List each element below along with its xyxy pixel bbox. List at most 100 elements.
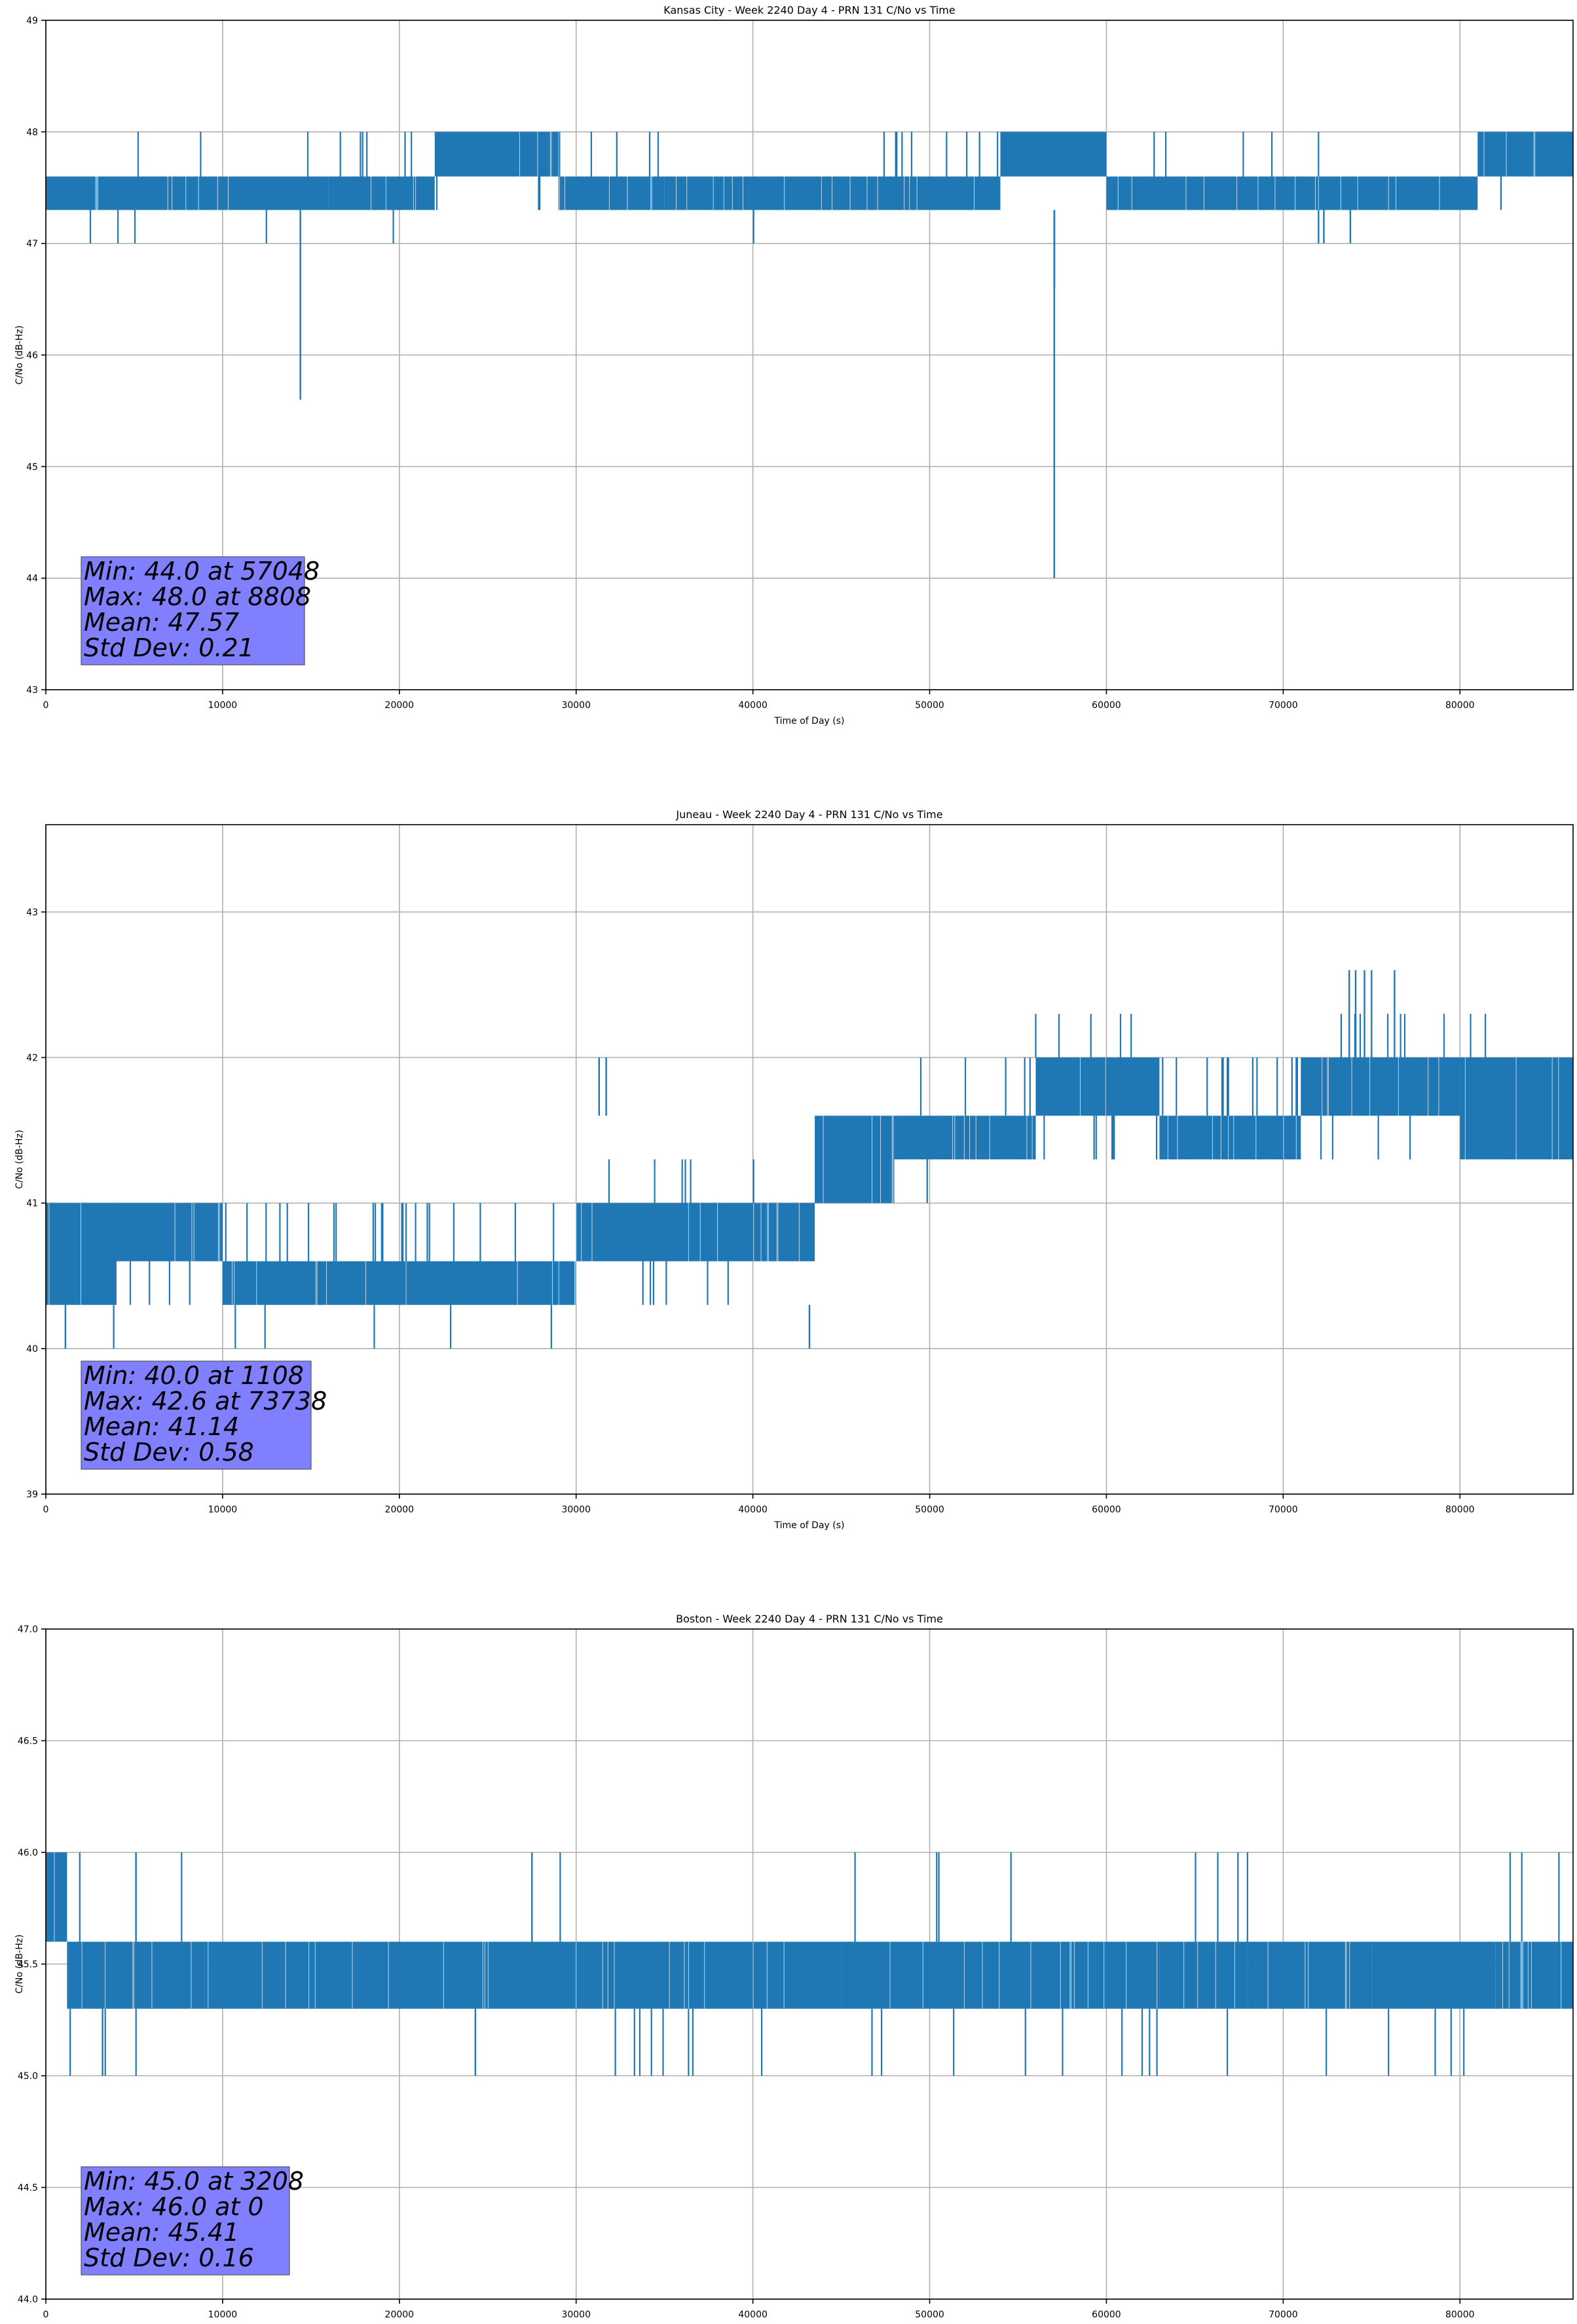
series-band <box>841 1941 1018 2009</box>
series-band <box>1495 1941 1573 2009</box>
x-tick-label: 0 <box>43 1505 49 1515</box>
series-band <box>664 176 877 210</box>
y-tick-label: 41 <box>26 1199 38 1209</box>
x-tick-label: 30000 <box>561 700 591 711</box>
x-tick-label: 0 <box>43 2310 49 2320</box>
series-band <box>46 176 329 210</box>
stats-box-background <box>81 2166 290 2276</box>
x-tick-label: 10000 <box>208 2310 238 2320</box>
x-tick-label: 70000 <box>1269 2310 1298 2320</box>
stats-std-dev: Std Dev: 0.16 <box>84 2243 254 2272</box>
series-band <box>1159 1941 1248 2009</box>
x-tick-label: 80000 <box>1445 2310 1475 2320</box>
y-tick-label: 45.5 <box>18 1960 38 1970</box>
x-tick-label: 20000 <box>385 1505 415 1515</box>
series-band <box>815 1115 895 1203</box>
series-band <box>1371 1941 1496 2009</box>
series-band <box>204 1941 576 2009</box>
x-tick-label: 70000 <box>1269 700 1298 711</box>
series-band <box>434 132 559 177</box>
stats-std-dev: Std Dev: 0.58 <box>84 1438 254 1467</box>
series-band <box>1460 1057 1573 1159</box>
y-tick-label: 44.0 <box>18 2295 38 2305</box>
x-tick-label: 50000 <box>915 1505 944 1515</box>
series-band <box>1106 176 1478 210</box>
stats-mean: Mean: 45.41 <box>84 2218 239 2247</box>
x-tick-label: 0 <box>43 700 49 711</box>
series-band <box>1035 1057 1160 1116</box>
y-tick-label: 49 <box>26 16 38 26</box>
x-tick-label: 80000 <box>1445 1505 1475 1515</box>
chart-2: 0 10000 20000 30000 40000 50000 60000 70000 8000… <box>14 808 1574 1531</box>
series-band <box>876 176 1001 210</box>
chart-1: 0 10000 20000 30000 40000 50000 60000 70000 8000… <box>14 4 1574 726</box>
y-tick-label: 45 <box>26 462 38 472</box>
chart-3: 0 10000 20000 30000 40000 50000 60000 70000 8000… <box>14 1613 1574 2320</box>
x-tick-label: 20000 <box>385 700 415 711</box>
x-tick-label: 60000 <box>1092 700 1121 711</box>
chart-title: Juneau - Week 2240 Day 4 - PRN 131 C/No … <box>675 808 942 821</box>
series-band <box>1159 1115 1301 1159</box>
series-band <box>1018 1941 1160 2009</box>
stats-max: Max: 48.0 at 8808 <box>84 582 311 611</box>
y-tick-label: 40 <box>26 1344 38 1355</box>
y-tick-label: 39 <box>26 1490 38 1500</box>
y-tick-label: 43 <box>26 907 38 918</box>
y-axis-label: C/No (dB-Hz) <box>14 1130 25 1189</box>
y-tick-label: 47 <box>26 239 38 250</box>
series-band <box>1301 1057 1460 1116</box>
stats-mean: Mean: 41.14 <box>84 1412 239 1441</box>
series-band <box>46 1852 67 1942</box>
series-band <box>558 176 665 210</box>
series-band <box>328 176 435 210</box>
x-tick-label: 70000 <box>1269 1505 1298 1515</box>
x-tick-label: 50000 <box>915 2310 944 2320</box>
stats-max: Max: 42.6 at 73738 <box>84 1387 327 1415</box>
y-tick-label: 46.0 <box>18 1848 38 1858</box>
x-tick-label: 60000 <box>1092 1505 1121 1515</box>
x-tick-label: 60000 <box>1092 2310 1121 2320</box>
series-band <box>717 1203 815 1262</box>
y-tick-label: 44 <box>26 574 38 584</box>
stats-std-dev: Std Dev: 0.21 <box>84 633 254 662</box>
stats-box-background <box>81 1360 312 1470</box>
stats-mean: Mean: 47.57 <box>84 608 239 637</box>
x-tick-label: 40000 <box>738 2310 768 2320</box>
x-tick-label: 10000 <box>208 1505 238 1515</box>
series-noise <box>89 132 1502 244</box>
y-axis-label: C/No (dB-Hz) <box>14 326 25 384</box>
series-band <box>1000 132 1107 177</box>
series-band <box>576 1941 842 2009</box>
stats-min: Min: 45.0 at 3208 <box>84 2167 304 2196</box>
series-noise <box>69 1852 1560 2076</box>
series-band <box>1477 132 1573 177</box>
chart-title: Kansas City - Week 2240 Day 4 - PRN 131 … <box>663 4 955 16</box>
x-tick-label: 10000 <box>208 700 238 711</box>
series-band <box>894 1115 1036 1159</box>
data-series <box>46 1852 1573 2076</box>
y-axis-label: C/No (dB-Hz) <box>14 1934 25 1993</box>
series-band <box>67 1941 205 2009</box>
y-tick-label: 44.5 <box>18 2183 38 2194</box>
x-axis-label: Time of Day (s) <box>774 716 845 726</box>
x-tick-label: 20000 <box>385 2310 415 2320</box>
x-axis-label: Time of Day (s) <box>774 1520 845 1531</box>
y-tick-label: 48 <box>26 127 38 138</box>
x-tick-label: 40000 <box>738 700 768 711</box>
y-tick-label: 46 <box>26 350 38 361</box>
chart-title: Boston - Week 2240 Day 4 - PRN 131 C/No … <box>676 1613 943 1625</box>
data-series <box>46 132 1573 578</box>
stats-max: Max: 46.0 at 0 <box>84 2192 264 2221</box>
y-tick-label: 47.0 <box>18 1624 38 1635</box>
x-tick-label: 30000 <box>561 1505 591 1515</box>
y-tick-label: 43 <box>26 685 38 696</box>
x-tick-label: 80000 <box>1445 700 1475 711</box>
series-noise <box>113 1013 1487 1349</box>
data-series <box>46 970 1573 1349</box>
series-band <box>116 1203 223 1262</box>
stats-min: Min: 40.0 at 1108 <box>84 1361 304 1390</box>
